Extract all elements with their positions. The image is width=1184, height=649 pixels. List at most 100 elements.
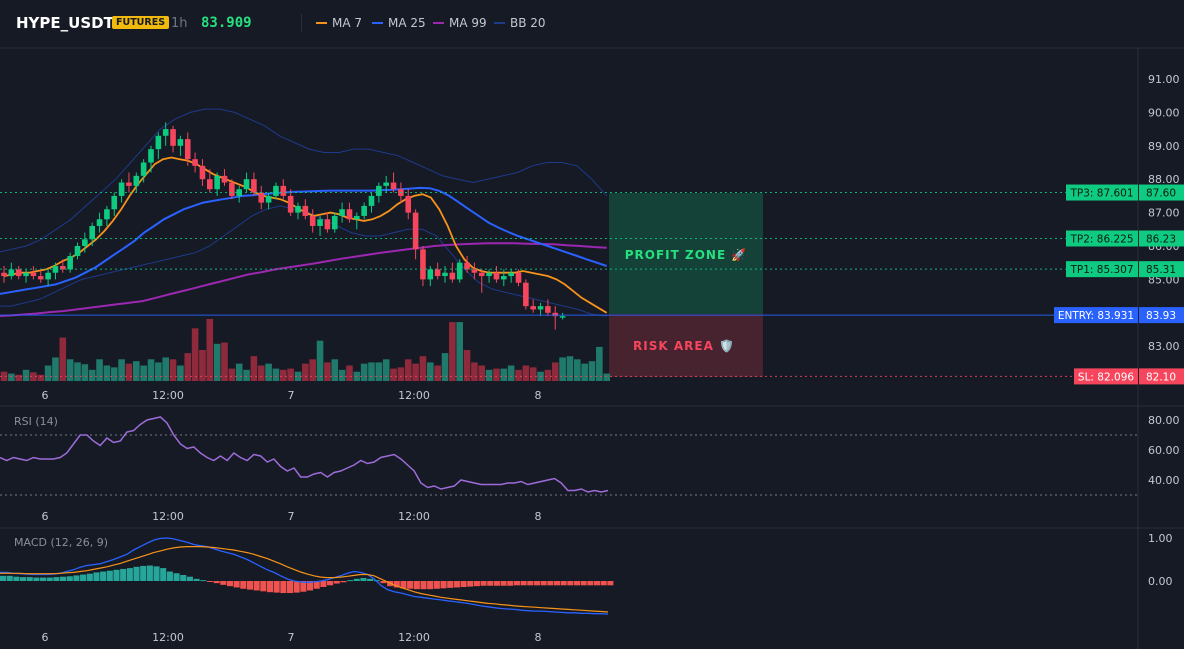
volume-bar xyxy=(15,374,22,381)
macd-hist-bar xyxy=(200,580,207,582)
volume-bar xyxy=(155,362,162,381)
time-label-6: 6 xyxy=(42,389,49,402)
volume-bar xyxy=(96,359,103,381)
candle-body xyxy=(82,239,88,246)
macd-hist-bar xyxy=(447,581,454,588)
volume-bar xyxy=(52,357,59,381)
candle-body xyxy=(456,262,463,280)
macd-line xyxy=(0,537,609,615)
macd-hist-bar xyxy=(473,581,480,587)
bb-upper-line xyxy=(0,108,608,253)
macd-hist-bar xyxy=(413,581,420,590)
macd-hist-bar xyxy=(533,581,540,586)
macd-hist-bar xyxy=(26,577,33,581)
macd-hist-bar xyxy=(327,581,334,586)
volume-bar xyxy=(456,322,463,381)
macd-hist-bar xyxy=(480,581,487,586)
legend-ma99[interactable]: MA 99 xyxy=(433,16,487,30)
macd-hist-bar xyxy=(153,566,160,581)
volume-bar xyxy=(302,363,309,381)
level-label-4: SL: 82.096 xyxy=(1078,371,1134,383)
candle-body xyxy=(295,205,301,213)
candle-body xyxy=(229,182,235,196)
macd-hist-bar xyxy=(213,581,220,584)
macd-pane: MACD (12, 26, 9) 1.00 0.00 6 12:00 7 12:… xyxy=(0,532,1173,644)
candle-body xyxy=(368,195,375,206)
volume-bar xyxy=(412,363,419,381)
macd-hist-bar xyxy=(493,581,500,586)
macd-hist-bar xyxy=(540,581,547,586)
volume-bar xyxy=(140,365,147,381)
candle-body xyxy=(376,185,382,196)
legend-ma25[interactable]: MA 25 xyxy=(372,16,426,30)
macd-hist-bar xyxy=(233,581,240,588)
price-tick-4: 87.00 xyxy=(1148,207,1180,220)
macd-hist-bar xyxy=(527,581,534,586)
macd-hist-bar xyxy=(580,581,587,586)
rsi-tick-60: 60.00 xyxy=(1148,444,1180,457)
macd-hist-bar xyxy=(560,581,567,586)
candle-body xyxy=(140,162,147,176)
macd-hist-bar xyxy=(360,577,367,581)
legend-bb20[interactable]: BB 20 xyxy=(494,16,546,30)
candle-body xyxy=(331,215,338,230)
candle-body xyxy=(317,219,323,226)
candle-body xyxy=(89,225,95,240)
macd-hist-bar xyxy=(180,574,187,581)
macd-hist-bar xyxy=(186,576,193,581)
macd-hist-bar xyxy=(33,577,40,581)
macd-hist-bar xyxy=(193,578,200,581)
volume-bar xyxy=(382,359,390,381)
price-tick-2: 89.00 xyxy=(1148,140,1180,153)
candle-body xyxy=(273,185,279,196)
macd-hist-bar xyxy=(46,577,53,581)
volume-bars xyxy=(0,319,610,381)
symbol-name[interactable]: HYPE_USDT xyxy=(16,14,114,32)
macd-hist-bar xyxy=(53,577,60,581)
macd-hist-bar xyxy=(253,581,260,591)
candle-body xyxy=(111,195,118,210)
candle-body xyxy=(309,215,316,226)
candle-body xyxy=(155,135,162,150)
timeframe-label[interactable]: 1h xyxy=(171,16,188,31)
candle-body xyxy=(486,272,492,277)
legend-ma99-label: MA 99 xyxy=(449,16,487,30)
volume-bar xyxy=(169,359,177,381)
macd-hist-bar xyxy=(286,581,294,594)
volume-bar xyxy=(59,337,67,381)
level-price-tag-0: 87.60 xyxy=(1146,188,1176,200)
volume-bar xyxy=(213,343,221,381)
rsi-tick-80: 80.00 xyxy=(1148,414,1180,427)
volume-bar xyxy=(574,359,581,381)
macd-hist-bar xyxy=(93,572,100,581)
macd-hist-bar xyxy=(600,581,607,586)
candle-body xyxy=(501,276,507,280)
candle-body xyxy=(427,269,434,280)
volume-bar xyxy=(250,356,258,381)
level-label-0: TP3: 87.601 xyxy=(1069,188,1133,200)
candle-body xyxy=(442,272,448,277)
volume-bar xyxy=(294,371,302,381)
bb-lower-line xyxy=(0,205,607,317)
rsi-time-label-1200: 12:00 xyxy=(152,510,184,523)
macd-hist-bar xyxy=(113,569,120,581)
volume-bar xyxy=(507,365,515,381)
candle-body xyxy=(8,269,15,277)
candle-body xyxy=(515,272,522,283)
macd-histogram xyxy=(0,565,614,594)
macd-hist-bar xyxy=(420,581,427,590)
volume-bar xyxy=(162,357,169,381)
candle-body xyxy=(464,262,470,270)
volume-bar xyxy=(390,368,397,381)
level-label-bg-4 xyxy=(1074,368,1138,385)
risk-area xyxy=(609,314,763,377)
macd-signal-line xyxy=(0,545,609,613)
volume-bar xyxy=(522,365,530,381)
macd-hist-bar xyxy=(66,576,73,581)
candle-body xyxy=(280,185,287,196)
legend-ma7[interactable]: MA 7 xyxy=(316,16,362,30)
macd-hist-bar xyxy=(273,581,280,593)
legend-bb20-label: BB 20 xyxy=(510,16,546,30)
macd-hist-bar xyxy=(280,581,287,594)
